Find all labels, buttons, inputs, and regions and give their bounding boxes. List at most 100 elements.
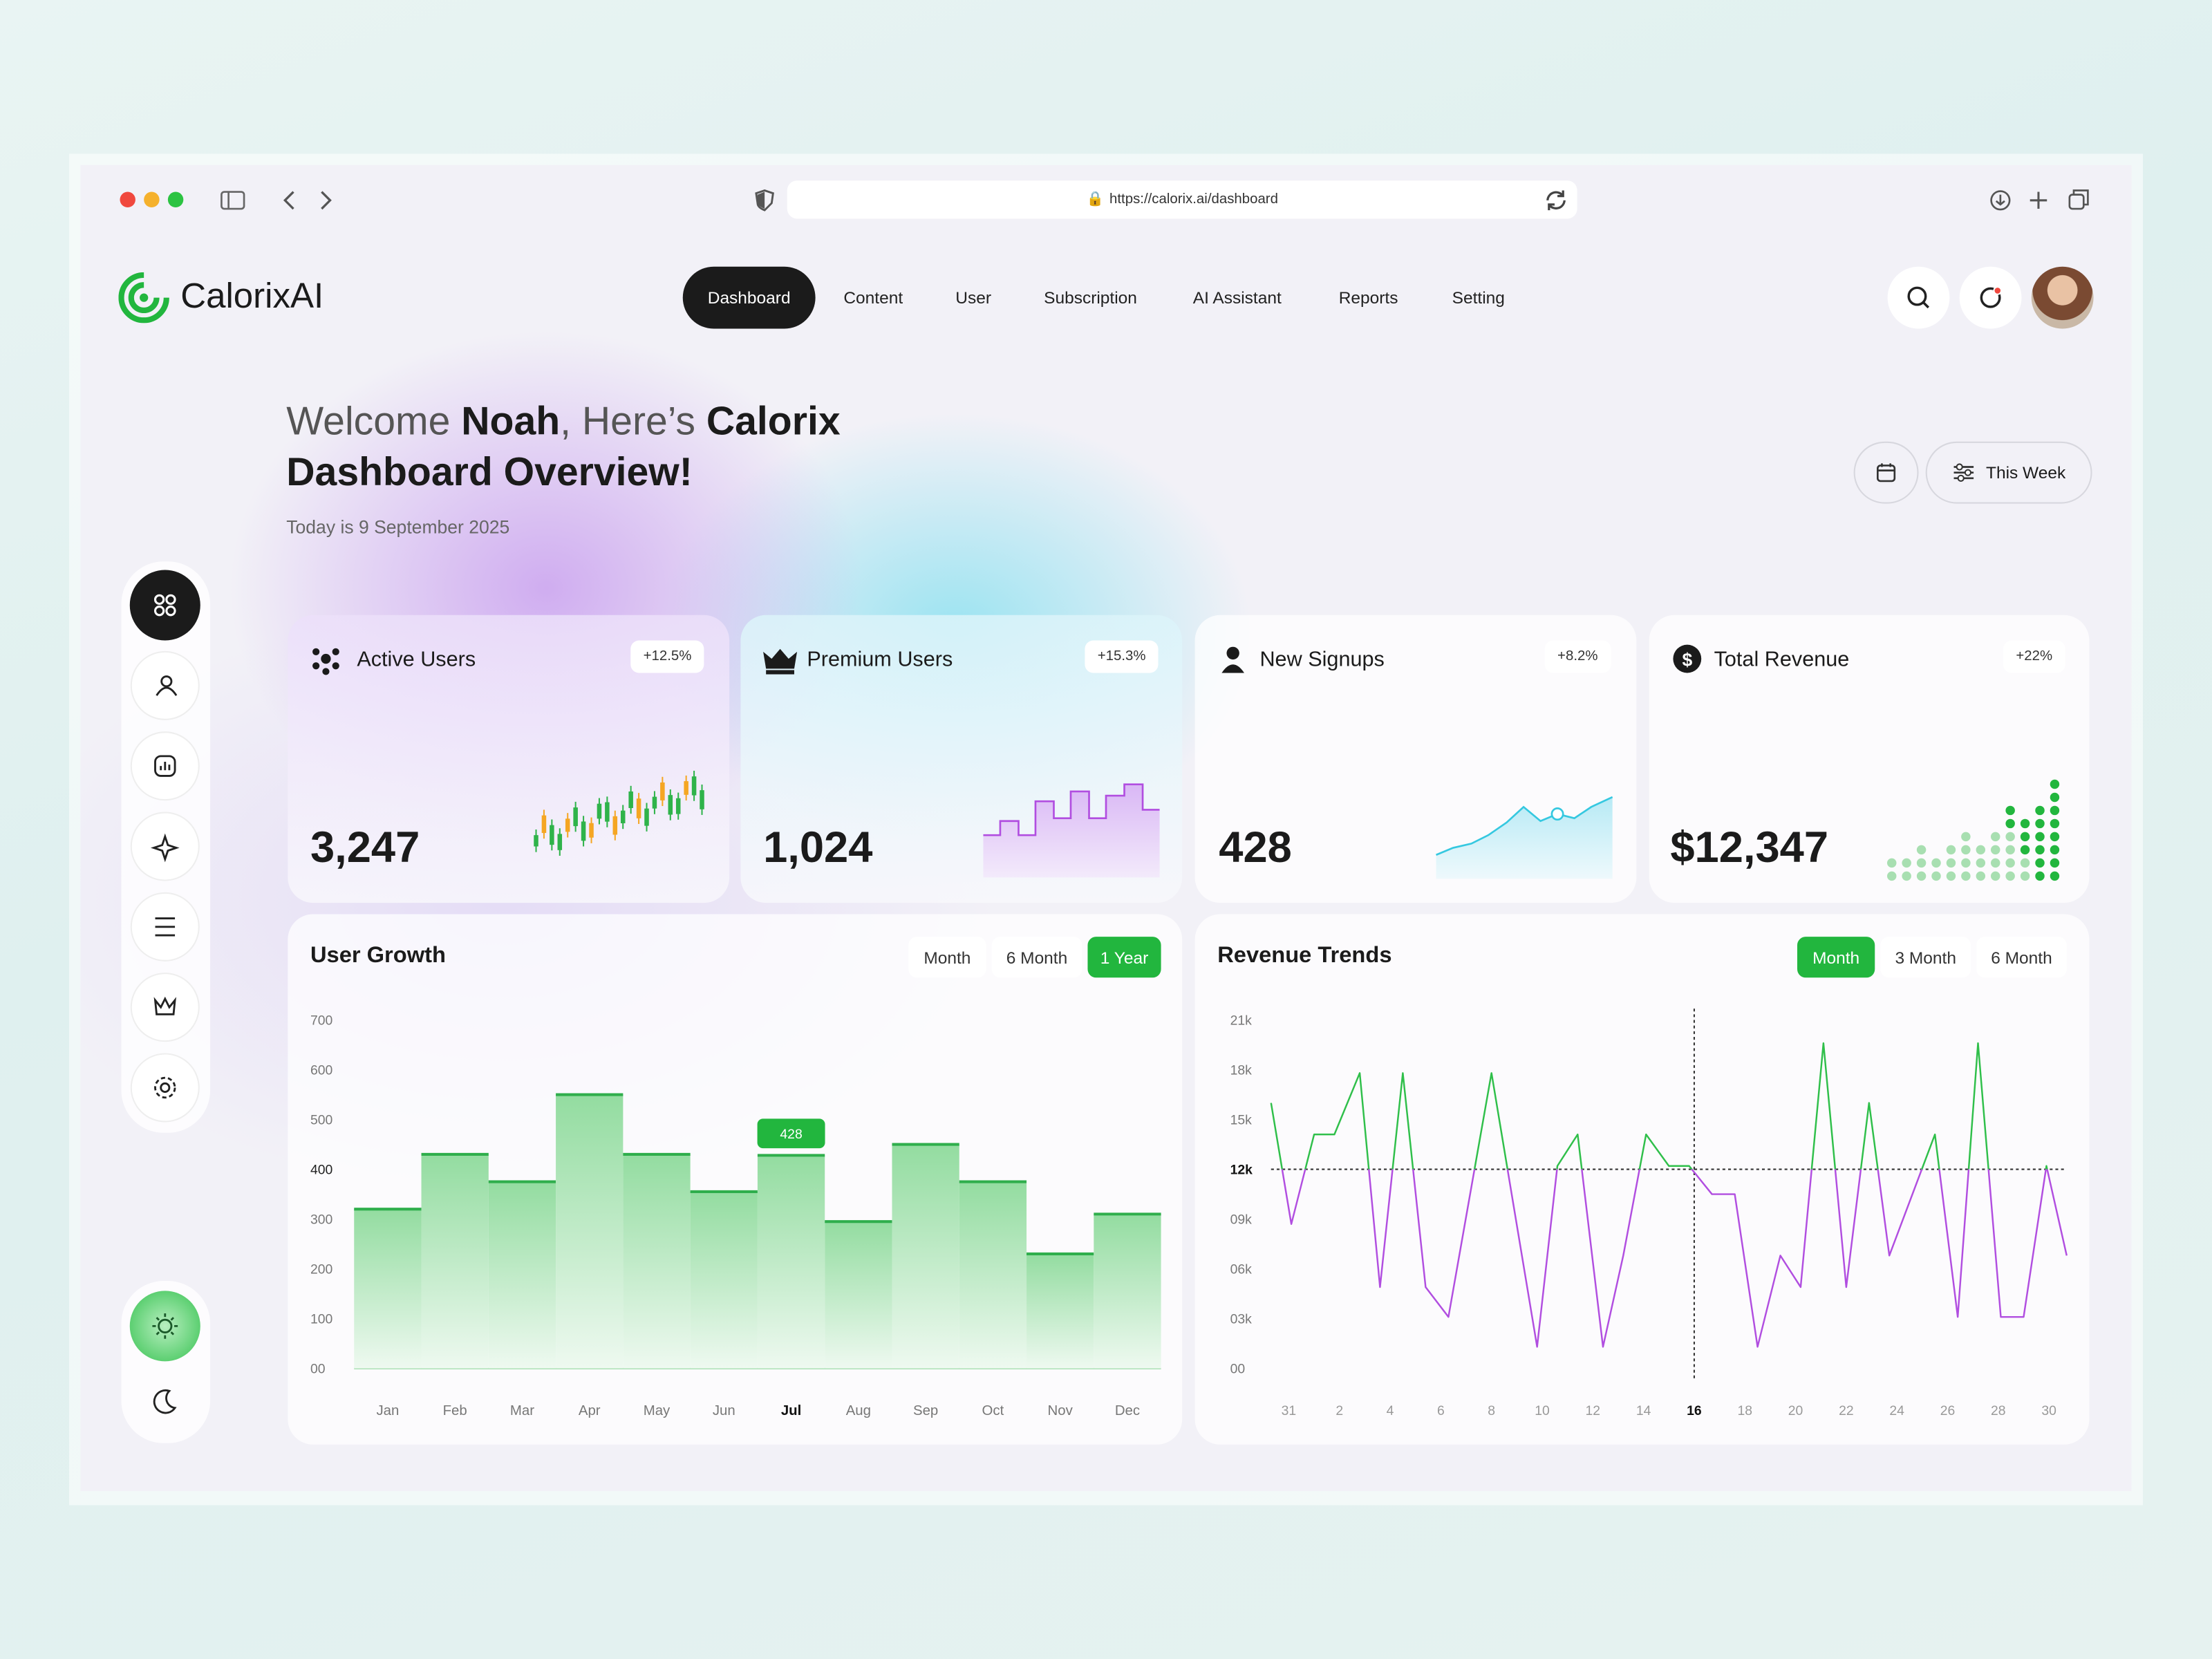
sparkline-dot [2005, 832, 2015, 842]
sparkline-candle [691, 776, 697, 796]
sparkline-line [1436, 796, 1613, 856]
sparkline-candle [684, 781, 688, 795]
bar [892, 1144, 959, 1369]
nav-item[interactable]: Reports [1338, 288, 1398, 308]
range-button[interactable]: Month [1797, 937, 1875, 978]
sidebar-icons [129, 570, 200, 1123]
sparkline-dot [2035, 858, 2045, 868]
nav-item[interactable]: User [955, 288, 992, 308]
user-avatar[interactable] [2031, 266, 2094, 329]
sidebar-ai[interactable] [130, 812, 200, 881]
range-button[interactable]: Month [908, 937, 986, 978]
value-tooltip [757, 1118, 825, 1149]
stat-change: +22% [2003, 640, 2065, 673]
brand-logo[interactable] [118, 272, 169, 324]
sparkline-area [1436, 797, 1613, 879]
stat-label: Total Revenue [1714, 647, 1850, 672]
sparkline-candle [700, 790, 704, 809]
sparkline-candle [541, 815, 547, 834]
x-tick-label: 4 [1387, 1403, 1394, 1418]
x-tick-label: 8 [1488, 1403, 1495, 1418]
tabs-button[interactable] [2068, 194, 2085, 210]
new-tab-button[interactable] [2030, 191, 2047, 209]
range-button[interactable]: 6 Month [1976, 937, 2067, 978]
y-tick-label: 100 [310, 1312, 333, 1327]
chart-title: User Growth [310, 944, 446, 968]
chart-title: Revenue Trends [1217, 944, 1392, 968]
stat-value: 1,024 [763, 822, 873, 872]
bar [623, 1154, 691, 1369]
stat-change: +8.2% [1544, 640, 1611, 673]
calendar-button[interactable] [1853, 441, 1919, 504]
y-tick-label: 00 [310, 1362, 326, 1377]
sparkline-dot [2020, 818, 2030, 829]
sparkline-candle [652, 796, 657, 809]
light-mode-button[interactable] [129, 1291, 200, 1362]
minimize-dot[interactable] [144, 191, 160, 207]
x-tick-label: Dec [1115, 1403, 1140, 1418]
bar [959, 1181, 1027, 1369]
welcome-highlight: Calorix Dashboard Overview! [286, 399, 841, 494]
sidebar-settings[interactable] [130, 1053, 200, 1123]
x-tick-label: Jun [713, 1403, 735, 1418]
x-tick-label: 10 [1535, 1403, 1550, 1418]
browser-controls [221, 191, 332, 210]
user-name: Noah [461, 399, 561, 443]
nav-item[interactable]: AI Assistant [1192, 288, 1282, 308]
notification-button[interactable] [1959, 266, 2022, 329]
sparkline-dot [1902, 858, 1911, 868]
sparkline-candle [644, 808, 649, 826]
sparkline-candle [581, 821, 586, 841]
sparkline-dot [1990, 845, 2000, 855]
sparkline-dot [1916, 858, 1927, 868]
maximize-dot[interactable] [167, 191, 184, 207]
reload-button[interactable] [1542, 186, 1571, 214]
sparkline-dot [2035, 832, 2045, 842]
sparkline-dot [1990, 871, 2000, 881]
forward-button[interactable] [321, 191, 332, 210]
range-button[interactable]: 1 Year [1087, 937, 1161, 978]
sparkline-candle [534, 835, 538, 847]
period-filter[interactable]: This Week [1925, 441, 2092, 504]
browser-actions [1990, 189, 2089, 211]
range-button[interactable]: 6 Month [991, 937, 1082, 978]
back-button[interactable] [283, 191, 294, 210]
range-button[interactable]: 3 Month [1880, 937, 1971, 978]
sidebar-dashboard[interactable] [129, 570, 200, 641]
sparkline-dot [2005, 871, 2015, 881]
y-tick-label: 500 [310, 1113, 333, 1128]
nav-item[interactable]: Dashboard [682, 266, 816, 329]
y-tick-label: 06k [1230, 1262, 1253, 1277]
sparkline-dot [2050, 779, 2060, 789]
sparkline-candle [612, 816, 618, 835]
nav-item[interactable]: Setting [1452, 288, 1505, 308]
close-dot[interactable] [120, 191, 135, 207]
y-tick-label: 400 [310, 1163, 333, 1178]
nav-item[interactable]: Content [843, 288, 903, 308]
period-label: This Week [1985, 462, 2066, 482]
sparkline-dot [2050, 858, 2060, 868]
x-tick-label: May [644, 1403, 671, 1418]
nav-item[interactable]: Subscription [1044, 288, 1137, 308]
x-tick-label: 31 [1282, 1403, 1297, 1418]
sparkline-candle [668, 795, 673, 815]
calendar-icon [1876, 463, 1896, 482]
sparkline-candle [589, 823, 594, 838]
bar [421, 1154, 489, 1369]
notification-icon [1980, 286, 2003, 308]
sparkline-candle [660, 782, 665, 800]
sparkline-candle [550, 825, 554, 845]
download-button[interactable] [1990, 190, 2011, 211]
sidebar-premium[interactable] [130, 973, 200, 1042]
sparkline-dot [1931, 871, 1941, 881]
dark-mode-button[interactable] [153, 1389, 177, 1414]
sparkline-candle [620, 810, 626, 824]
search-button[interactable] [1887, 266, 1950, 329]
sparkline-dot [2020, 858, 2030, 868]
address-bar[interactable]: 🔒 https://calorix.ai/dashboard [787, 180, 1577, 219]
shield-icon [755, 189, 774, 212]
sidebar-toggle[interactable] [221, 191, 245, 210]
x-tick-label: Aug [846, 1403, 871, 1418]
sparkline-dot [2020, 845, 2030, 855]
